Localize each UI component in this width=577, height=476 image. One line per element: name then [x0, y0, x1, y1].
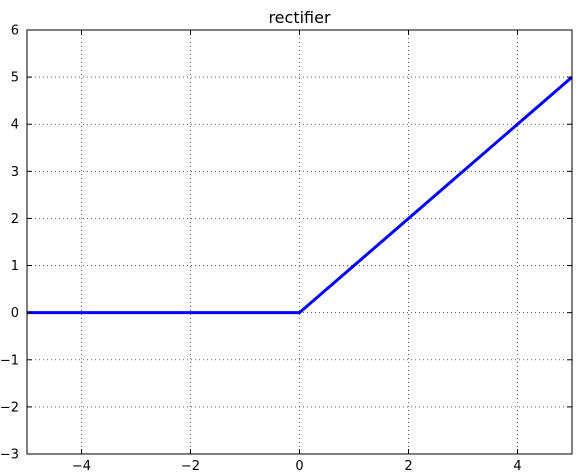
x-tick-label: −4 [72, 459, 91, 474]
x-tick-label: −2 [181, 459, 200, 474]
y-tick-label: −1 [0, 353, 19, 368]
y-tick-label: 5 [11, 71, 19, 86]
grid [27, 30, 572, 454]
chart-title: rectifier [268, 8, 331, 27]
y-tick-label: 3 [11, 165, 19, 180]
ticks: −4 −2 0 2 4 −3 −2 −1 0 1 2 3 4 5 6 [0, 24, 572, 474]
series-line [27, 75, 573, 315]
y-tick-label: −3 [0, 448, 19, 463]
series-layer [27, 75, 573, 315]
y-tick-label: 4 [11, 118, 19, 133]
y-tick-label: −2 [0, 400, 19, 415]
y-tick-label: 2 [11, 212, 19, 227]
x-tick-label: 0 [295, 459, 303, 474]
x-tick-label: 4 [513, 459, 521, 474]
y-tick-label: 6 [11, 24, 19, 39]
y-tick-label: 0 [11, 306, 19, 321]
y-tick-label: 1 [11, 259, 19, 274]
x-tick-label: 2 [404, 459, 412, 474]
